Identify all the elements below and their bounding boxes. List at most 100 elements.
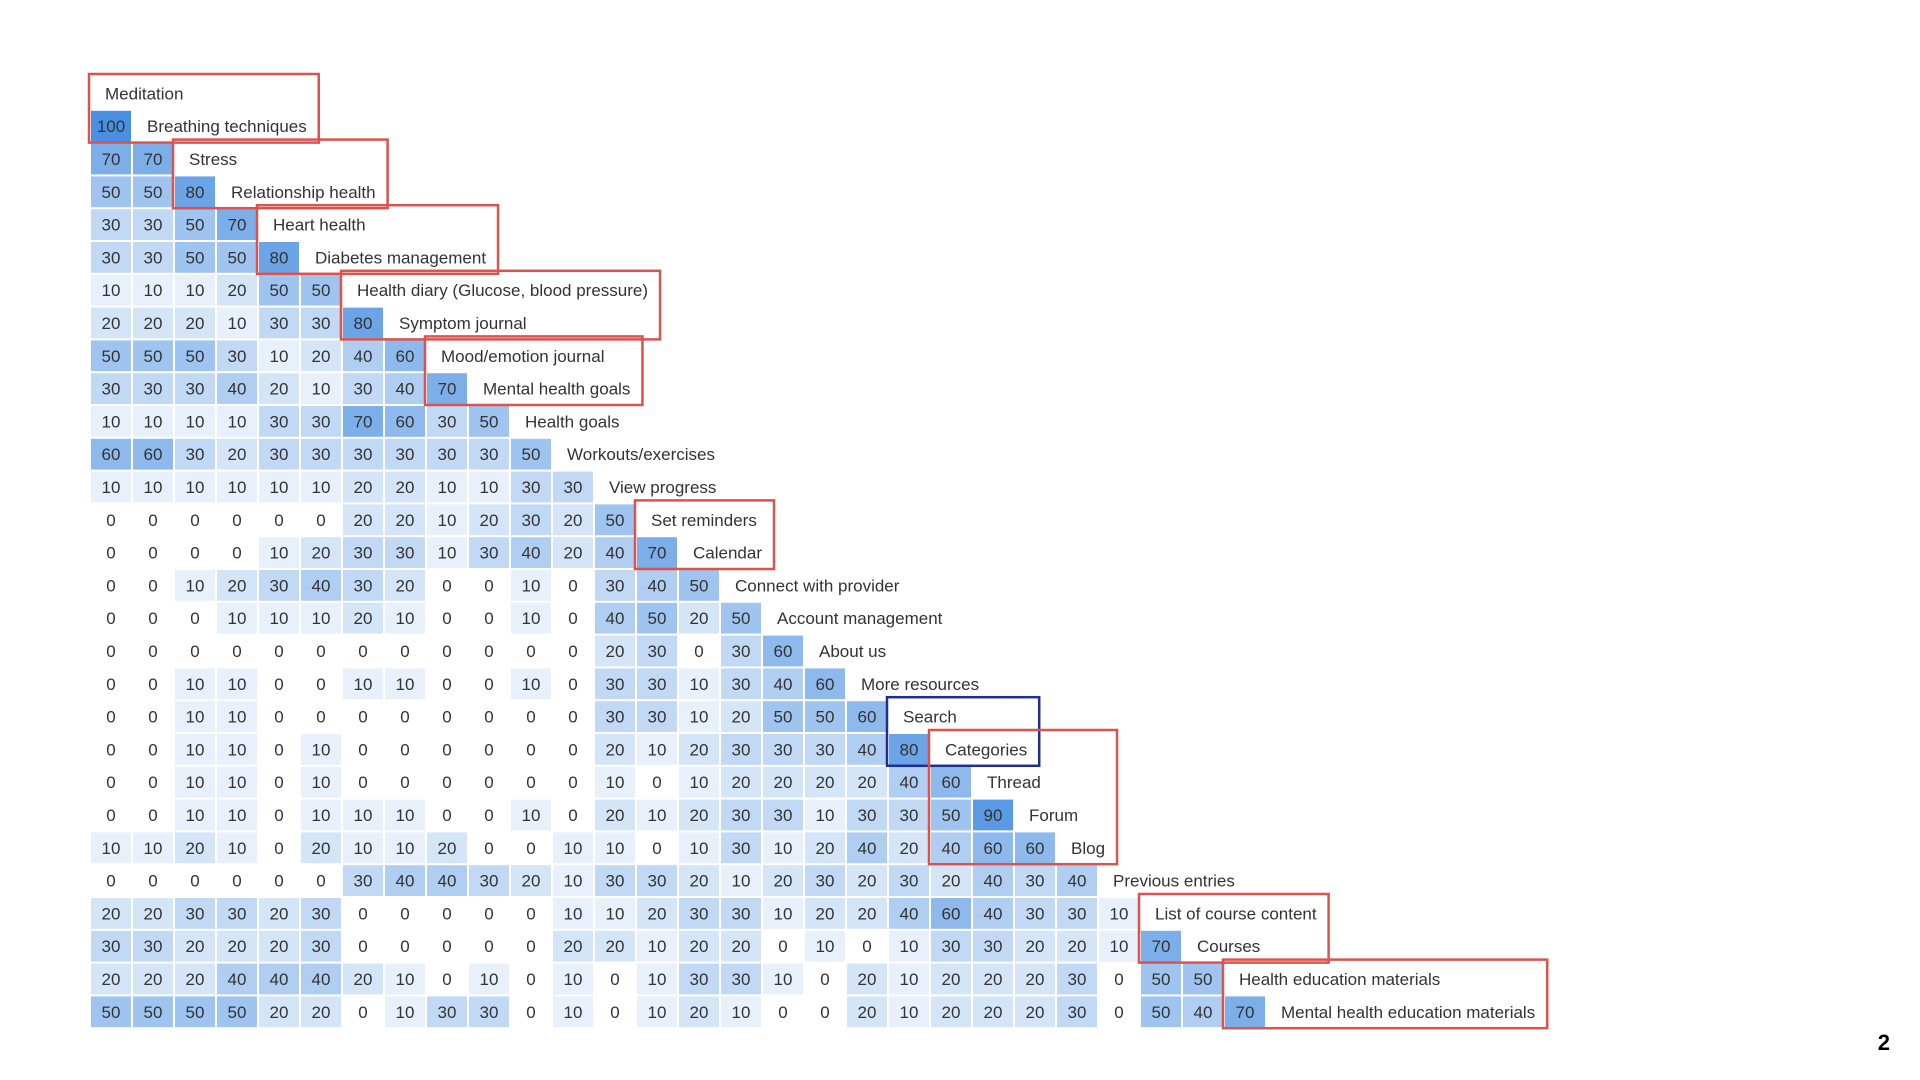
heatmap-cell: 20 bbox=[259, 930, 299, 962]
heatmap-cell-value: 10 bbox=[186, 576, 205, 595]
heatmap-cell-fill bbox=[679, 602, 719, 634]
heatmap-cell-fill bbox=[175, 274, 215, 306]
page-number: 2 bbox=[1877, 1030, 1890, 1055]
heatmap-cell-value: 0 bbox=[106, 806, 115, 825]
heatmap-cell-value: 50 bbox=[102, 183, 121, 202]
heatmap-cell-fill bbox=[133, 176, 173, 208]
heatmap-cell-value: 20 bbox=[732, 937, 751, 956]
heatmap-cell-fill bbox=[595, 602, 635, 634]
heatmap-cell-fill bbox=[217, 570, 257, 601]
heatmap-cell: 50 bbox=[133, 176, 173, 208]
heatmap-cell: 0 bbox=[553, 570, 593, 601]
heatmap-cell: 20 bbox=[217, 274, 257, 306]
heatmap-cell-fill bbox=[637, 832, 677, 864]
heatmap-cell-value: 20 bbox=[606, 642, 625, 661]
heatmap-cell-fill bbox=[259, 865, 299, 896]
heatmap-cell-fill bbox=[763, 898, 803, 929]
heatmap-cell-fill bbox=[721, 865, 761, 896]
heatmap-cell-value: 0 bbox=[274, 511, 283, 530]
heatmap-cell-value: 0 bbox=[190, 544, 199, 563]
heatmap-cell-value: 20 bbox=[564, 511, 583, 530]
heatmap-cell: 10 bbox=[301, 734, 341, 765]
heatmap-cell-value: 0 bbox=[190, 511, 199, 530]
heatmap-cell-value: 50 bbox=[186, 248, 205, 267]
heatmap-cell: 20 bbox=[679, 865, 719, 896]
heatmap-cell-value: 40 bbox=[312, 970, 331, 989]
heatmap-cell-value: 0 bbox=[148, 642, 157, 661]
heatmap-cell-value: 40 bbox=[1194, 1003, 1213, 1022]
heatmap-cell-value: 30 bbox=[606, 576, 625, 595]
heatmap-cell-value: 30 bbox=[186, 445, 205, 464]
heatmap-cell: 30 bbox=[301, 307, 341, 339]
heatmap-cell: 0 bbox=[763, 996, 803, 1028]
heatmap-cell: 0 bbox=[553, 766, 593, 798]
heatmap-cell-fill bbox=[469, 537, 509, 568]
heatmap-cell-fill bbox=[1141, 996, 1181, 1028]
heatmap-cell: 30 bbox=[91, 373, 131, 404]
heatmap-cell: 70 bbox=[91, 143, 131, 175]
heatmap-cell-value: 0 bbox=[274, 675, 283, 694]
heatmap-cell-fill bbox=[763, 734, 803, 765]
heatmap-cell-value: 50 bbox=[144, 183, 163, 202]
heatmap-cell: 80 bbox=[343, 307, 383, 339]
heatmap-cell-value: 70 bbox=[354, 412, 373, 431]
heatmap-cell-fill bbox=[805, 799, 845, 831]
heatmap-cell: 10 bbox=[679, 668, 719, 700]
heatmap-cell-fill bbox=[637, 570, 677, 601]
heatmap-cell: 20 bbox=[763, 865, 803, 896]
heatmap-cell: 0 bbox=[511, 996, 551, 1028]
heatmap-cell-fill bbox=[343, 307, 383, 339]
heatmap-cell: 20 bbox=[175, 930, 215, 962]
heatmap-cell: 0 bbox=[133, 766, 173, 798]
heatmap-cell-value: 0 bbox=[190, 872, 199, 891]
heatmap-cell: 30 bbox=[721, 668, 761, 700]
heatmap-cell: 10 bbox=[217, 668, 257, 700]
row-label: Connect with provider bbox=[735, 576, 900, 595]
heatmap-cell: 0 bbox=[133, 701, 173, 732]
heatmap-cell: 10 bbox=[217, 406, 257, 437]
heatmap-cell-fill bbox=[847, 734, 887, 765]
heatmap-cell-fill bbox=[469, 668, 509, 700]
heatmap-cell: 0 bbox=[469, 734, 509, 765]
heatmap-cell: 10 bbox=[595, 832, 635, 864]
heatmap-cell-value: 0 bbox=[232, 642, 241, 661]
heatmap-cell-value: 20 bbox=[312, 544, 331, 563]
heatmap-cell-value: 0 bbox=[526, 937, 535, 956]
heatmap-cell-value: 30 bbox=[1068, 970, 1087, 989]
heatmap-cell-fill bbox=[343, 570, 383, 601]
heatmap-cell-value: 40 bbox=[396, 872, 415, 891]
heatmap-cell-value: 20 bbox=[690, 1003, 709, 1022]
heatmap-cell: 0 bbox=[385, 930, 425, 962]
heatmap-cell-fill bbox=[637, 734, 677, 765]
heatmap-cell-value: 20 bbox=[774, 872, 793, 891]
heatmap-cell: 0 bbox=[259, 766, 299, 798]
heatmap-cell-value: 0 bbox=[442, 675, 451, 694]
heatmap-cell-fill bbox=[91, 963, 131, 995]
heatmap-cell-value: 20 bbox=[816, 904, 835, 923]
group-box-blue bbox=[885, 695, 1041, 768]
heatmap-cell-fill bbox=[931, 799, 971, 831]
heatmap-cell-value: 0 bbox=[358, 937, 367, 956]
heatmap-cell-fill bbox=[1099, 898, 1139, 929]
heatmap-cell-fill bbox=[301, 471, 341, 503]
heatmap-cell-fill bbox=[133, 602, 173, 634]
heatmap-cell-fill bbox=[847, 963, 887, 995]
row-label: Categories bbox=[945, 740, 1027, 759]
heatmap-cell-value: 0 bbox=[526, 642, 535, 661]
heatmap-cell-value: 10 bbox=[270, 609, 289, 628]
heatmap-cell: 10 bbox=[133, 406, 173, 437]
heatmap-cell: 0 bbox=[91, 799, 131, 831]
heatmap-cell-fill bbox=[763, 701, 803, 732]
heatmap-cell-fill bbox=[91, 143, 131, 175]
heatmap-cell-fill bbox=[469, 701, 509, 732]
heatmap-cell: 0 bbox=[91, 504, 131, 536]
heatmap-cell-value: 30 bbox=[270, 314, 289, 333]
heatmap-cell: 70 bbox=[637, 537, 677, 568]
heatmap-cell-value: 30 bbox=[564, 478, 583, 497]
heatmap-cell-value: 0 bbox=[568, 642, 577, 661]
heatmap-cell: 40 bbox=[427, 865, 467, 896]
heatmap-cell-value: 0 bbox=[232, 511, 241, 530]
heatmap-cell-value: 0 bbox=[484, 740, 493, 759]
heatmap-cell-value: 100 bbox=[97, 117, 125, 136]
heatmap-cell-fill bbox=[511, 471, 551, 503]
